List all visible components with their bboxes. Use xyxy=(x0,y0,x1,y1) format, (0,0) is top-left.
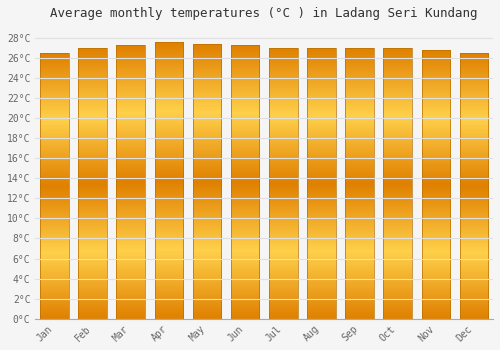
Bar xyxy=(116,45,145,318)
Bar xyxy=(307,48,336,318)
Bar xyxy=(192,44,222,319)
Bar xyxy=(231,45,260,318)
Bar xyxy=(78,48,107,318)
Bar xyxy=(345,48,374,318)
Bar xyxy=(269,48,298,318)
Bar xyxy=(460,53,488,318)
Title: Average monthly temperatures (°C ) in Ladang Seri Kundang: Average monthly temperatures (°C ) in La… xyxy=(50,7,478,20)
Bar xyxy=(422,50,450,318)
Bar xyxy=(154,42,183,318)
Bar xyxy=(384,48,412,318)
Bar xyxy=(40,53,68,318)
